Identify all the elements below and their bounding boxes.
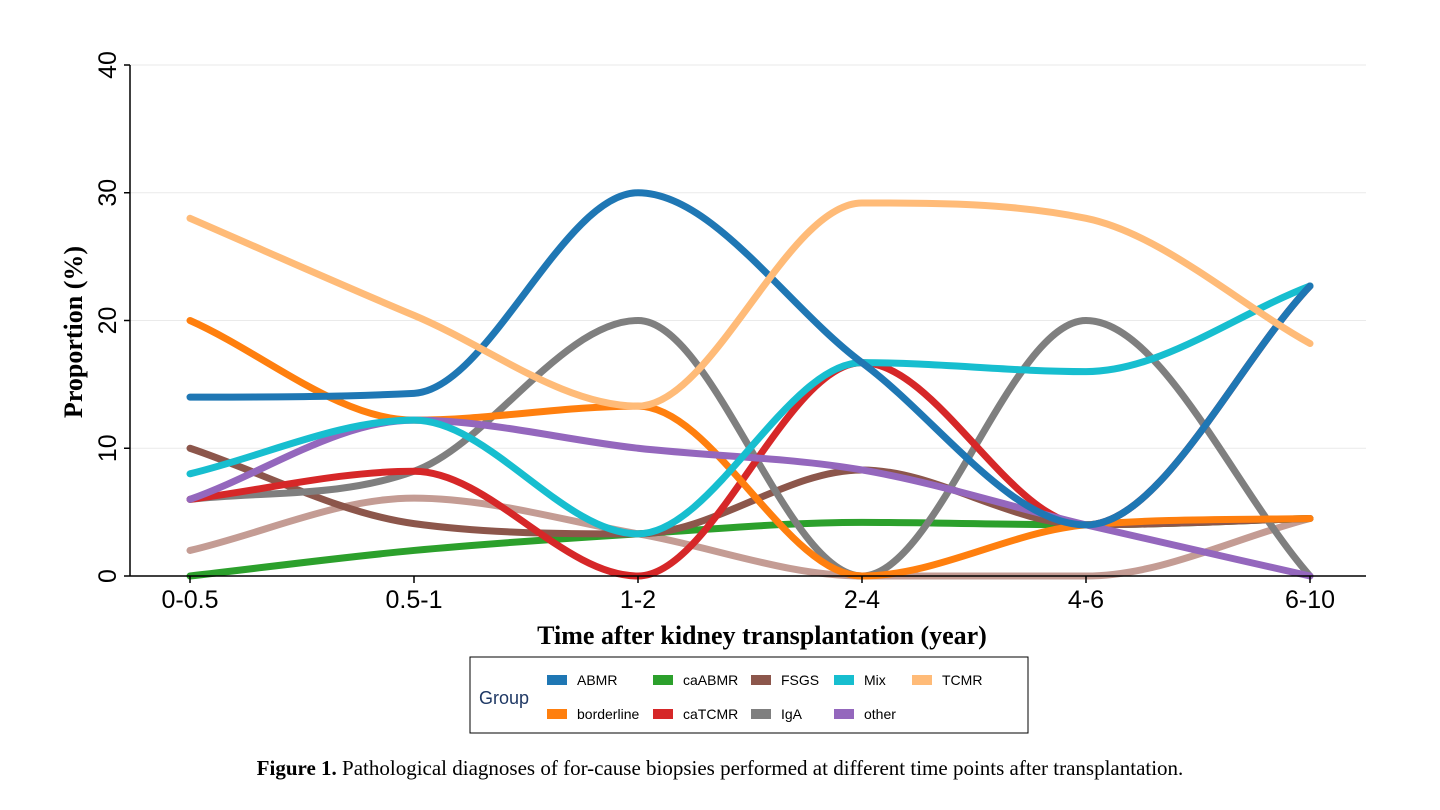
y-tick-label: 30 [94,179,122,207]
legend-label-abmr: ABMR [577,672,617,688]
y-axis-ticks: 0 10 20 30 40 [94,51,130,583]
y-tick-label: 10 [94,434,122,462]
legend-items: ABMR caABMR FSGS Mix TCMR borderline caTCMR IgA… [547,672,982,722]
figure-label: Figure 1. [256,756,337,780]
legend-swatch-iga [751,709,771,719]
legend: Group ABMR caABMR FSGS Mix TCMR borderline caT… [469,656,1029,734]
legend-label-catcmr: caTCMR [683,706,738,722]
chart: 0 10 20 30 40 0-0.5 0.5-1 1-2 2-4 4-6 6-10 Time a… [59,51,1366,734]
series-line-tcmr [186,199,1314,410]
x-tick-label: 1-2 [620,586,656,614]
legend-box [469,656,1029,734]
x-tick-label: 6-10 [1285,586,1335,614]
legend-label-tcmr: TCMR [942,672,982,688]
legend-swatch-caabmr [653,675,673,685]
x-tick-label: 0.5-1 [386,586,443,614]
figure-caption-text: Pathological diagnoses of for-cause biop… [336,756,1184,780]
x-tick-label: 4-6 [1068,586,1104,614]
legend-swatch-catcmr [653,709,673,719]
x-tick-label: 2-4 [844,586,880,614]
x-axis-title: Time after kidney transplantation (year) [537,621,987,650]
series-line-mix [186,282,1314,538]
legend-title: Group [479,688,529,708]
legend-swatch-borderline [547,709,567,719]
series-lines [186,189,1314,580]
y-tick-label: 20 [94,307,122,335]
series-line-unlabeled [186,494,1314,580]
legend-label-borderline: borderline [577,706,639,722]
legend-swatch-tcmr [912,675,932,685]
legend-label-iga: IgA [781,706,803,722]
figure-caption: Figure 1. Pathological diagnoses of for-… [0,756,1440,781]
legend-label-caabmr: caABMR [683,672,738,688]
y-tick-label: 40 [94,51,122,79]
legend-swatch-abmr [547,675,567,685]
legend-label-mix: Mix [864,672,886,688]
legend-swatch-mix [834,675,854,685]
x-axis-ticks: 0-0.5 0.5-1 1-2 2-4 4-6 6-10 [162,576,1335,614]
y-axis-title: Proportion (%) [59,246,88,418]
legend-swatch-other [834,709,854,719]
legend-label-other: other [864,706,896,722]
x-tick-label: 0-0.5 [162,586,219,614]
y-tick-label: 0 [94,569,122,583]
legend-swatch-fsgs [751,675,771,685]
legend-label-fsgs: FSGS [781,672,819,688]
